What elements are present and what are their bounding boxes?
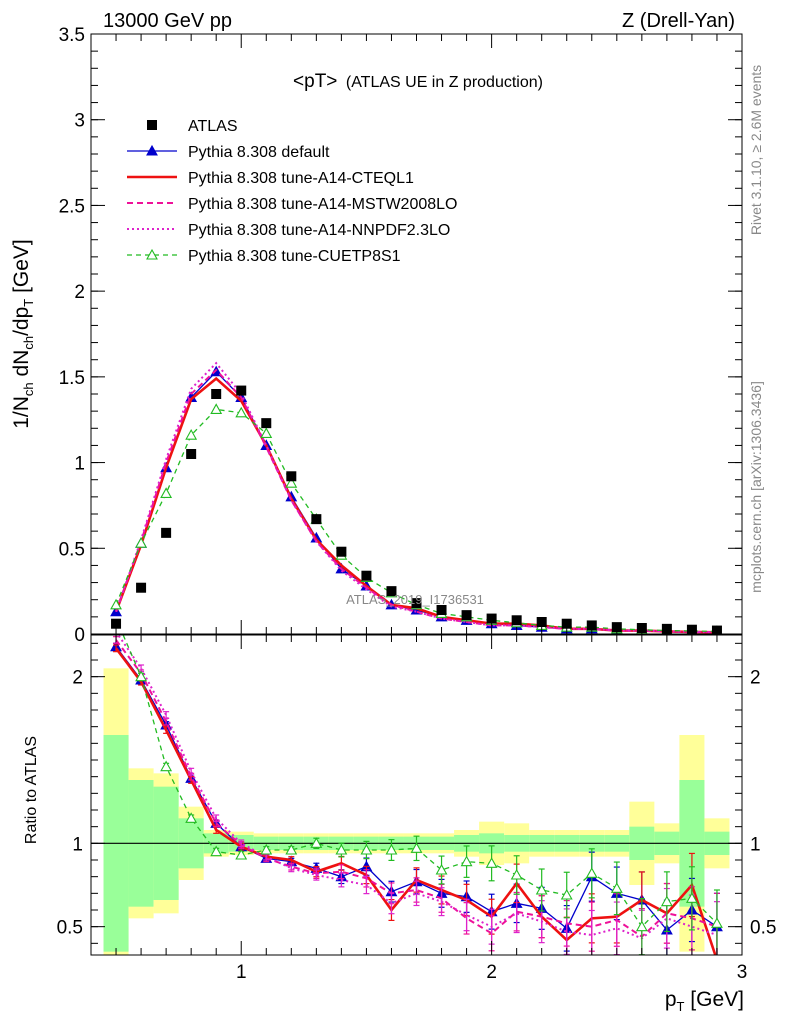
x-axis-label: pT [GeV] (665, 988, 744, 1014)
data-point (211, 389, 222, 399)
plot-title: <pT> (ATLAS UE in Z production) (293, 71, 543, 92)
marker-cuetp8s1 (210, 403, 223, 414)
data-point (336, 546, 347, 557)
header-left: 13000 GeV pp (103, 10, 232, 32)
legend-marker-default (146, 144, 158, 156)
ratio-plot: 0.5 0.5 1 1 2 2 1 2 3 Ratio to ATLAS pT [GeV] (23, 634, 776, 1014)
data-point (561, 618, 572, 629)
ratio-marker-cuetp8s1 (235, 848, 248, 860)
marker-cuetp8s1 (160, 487, 173, 498)
legend-marker-data (147, 120, 157, 130)
data-point (161, 527, 172, 538)
x-tick-label: 1 (236, 962, 247, 983)
legend-label-data: ATLAS (188, 118, 238, 135)
main-plot: 0 0.5 1 1.5 2 2.5 3 3.5 <pT> (ATLAS UE in Z pro… (10, 25, 743, 646)
y-tick-label: 1.5 (59, 368, 85, 389)
ratio-y-tick-label-right: 0.5 (750, 918, 776, 939)
data-point (111, 618, 122, 629)
ratio-marker-cuetp8s1 (560, 888, 573, 900)
series-line-nnpdf (115, 361, 717, 634)
data-point (361, 570, 372, 581)
data-point (461, 610, 472, 621)
ratio-marker-cuetp8s1 (585, 867, 598, 878)
data-point (511, 615, 522, 626)
ratio-marker-cuetp8s1 (410, 842, 423, 853)
ratio-marker-cuetp8s1 (535, 883, 548, 895)
legend-label-nnpdf: Pythia 8.308 tune-A14-NNPDF2.3LO (188, 222, 450, 239)
data-point (186, 449, 197, 459)
ratio-marker-cuetp8s1 (435, 863, 448, 875)
ratio-marker-cuetp8s1 (260, 843, 273, 855)
ratio-marker-cuetp8s1 (660, 895, 673, 907)
ratio-marker-cuetp8s1 (460, 855, 473, 867)
legend: ATLAS Pythia 8.308 default Pythia 8.308 tu… (127, 118, 457, 265)
ratio-marker-cuetp8s1 (335, 843, 348, 855)
data-point (286, 471, 297, 482)
marker-cuetp8s1 (235, 406, 248, 418)
data-point (411, 598, 422, 609)
marker-cuetp8s1 (260, 427, 273, 438)
data-point (386, 586, 397, 597)
data-point (486, 613, 497, 624)
ratio-y-tick-label-left: 1 (72, 834, 83, 855)
ratio-marker-cuetp8s1 (385, 843, 398, 855)
marker-cuetp8s1 (135, 537, 148, 548)
main-ylabel: 1/Nch dNch/dpT [GeV] (10, 239, 36, 429)
ratio-y-tick-label-left: 0.5 (57, 918, 83, 939)
ratio-ylabel: Ratio to ATLAS (23, 736, 40, 844)
ratio-y-tick-label-right: 1 (750, 834, 761, 855)
x-tick-label: 3 (737, 962, 748, 983)
data-point (436, 605, 447, 615)
ratio-marker-cuetp8s1 (310, 837, 323, 848)
marker-cuetp8s1 (110, 598, 122, 610)
ratio-marker-cuetp8s1 (635, 920, 648, 932)
legend-label-cteql1: Pythia 8.308 tune-A14-CTEQL1 (188, 170, 414, 187)
ratio-y-tick-label-left: 2 (72, 668, 83, 689)
ratio-marker-cuetp8s1 (160, 760, 173, 772)
ratio-y-tick-label-right: 2 (750, 668, 761, 689)
ratio-marker-cuetp8s1 (285, 843, 298, 855)
rivet-version-label: Rivet 3.1.10, ≥ 2.6M events (748, 65, 764, 235)
data-point (311, 514, 322, 525)
legend-label-default: Pythia 8.308 default (188, 144, 330, 161)
legend-label-mstw: Pythia 8.308 tune-A14-MSTW2008LO (188, 196, 457, 213)
data-point (261, 418, 272, 429)
marker-cuetp8s1 (285, 477, 298, 488)
legend-label-cuetp8s1: Pythia 8.308 tune-CUETP8S1 (188, 248, 401, 265)
ratio-marker-cuetp8s1 (610, 882, 623, 893)
y-tick-label: 1 (74, 454, 85, 475)
y-tick-label: 2 (74, 282, 85, 303)
y-tick-label: 3 (74, 111, 85, 132)
data-point (586, 620, 597, 631)
header-right: Z (Drell-Yan) (622, 10, 735, 32)
ratio-marker-cuetp8s1 (510, 868, 523, 880)
legend-marker-cuetp8s1 (146, 248, 158, 260)
ratio-frame (90, 634, 743, 956)
ratio-marker-cuetp8s1 (210, 845, 223, 857)
analysis-watermark: ATLAS_2019_I1736531 (346, 592, 484, 607)
data-point (236, 385, 247, 396)
mcplots-label: mcplots.cern.ch [arXiv:1306.3436] (748, 381, 764, 593)
y-tick-label: 2.5 (59, 196, 85, 217)
y-tick-label: 0 (74, 625, 85, 646)
ratio-marker-cuetp8s1 (135, 670, 148, 682)
data-point (536, 617, 547, 627)
marker-cuetp8s1 (185, 429, 198, 440)
ratio-marker-cuetp8s1 (360, 843, 373, 855)
data-point (136, 582, 147, 593)
ratio-marker-cuetp8s1 (685, 892, 698, 903)
ratio-marker-cuetp8s1 (185, 812, 198, 823)
ratio-marker-cuetp8s1 (711, 917, 723, 928)
y-tick-label: 3.5 (59, 25, 85, 46)
y-tick-label: 0.5 (59, 539, 85, 560)
x-tick-label: 2 (486, 962, 497, 983)
ratio-marker-cuetp8s1 (485, 857, 498, 868)
